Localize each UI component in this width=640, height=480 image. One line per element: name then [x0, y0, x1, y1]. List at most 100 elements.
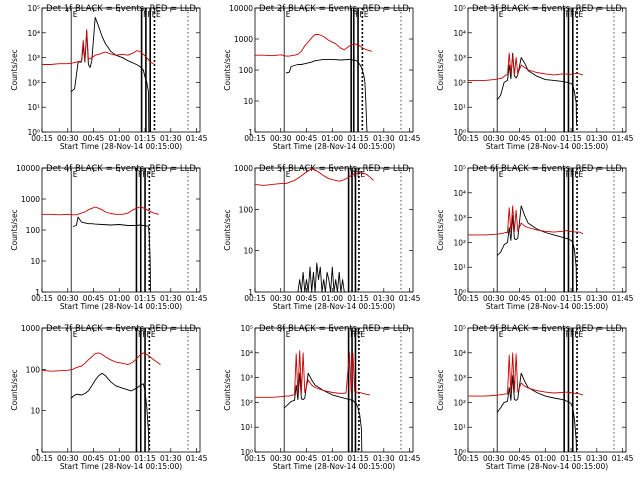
series-lld	[468, 52, 584, 81]
x-tick-label: 01:15	[347, 454, 369, 463]
x-tick-label: 00:45	[296, 294, 318, 303]
x-tick-label: 00:15	[244, 454, 266, 463]
y-tick-label: 100	[239, 205, 254, 214]
event-marker-label: F	[574, 330, 578, 339]
y-axis-label: Counts/sec	[223, 49, 232, 90]
y-tick-label: 100	[26, 365, 41, 374]
series-lld	[42, 206, 159, 216]
panel-title: Det 8f BLACK = Events, RED = LLD	[259, 324, 409, 334]
x-tick-label: 01:45	[612, 454, 634, 463]
event-marker-label: F	[357, 170, 361, 179]
event-marker-label: E	[579, 170, 584, 179]
y-tick-label: 100	[26, 226, 41, 235]
series-lld	[254, 168, 374, 186]
x-tick-label: 00:30	[270, 294, 292, 303]
series-events	[297, 262, 346, 293]
x-axis-label: Start Time (28-Nov-14 00:15:00)	[486, 142, 608, 151]
x-tick-label: 01:15	[560, 454, 582, 463]
event-marker-label: E	[151, 330, 156, 339]
panel-det-5: Det 5f BLACK = Events, RED = LLD 1 10 100 10…	[223, 164, 421, 311]
series-lld	[255, 350, 371, 398]
x-tick-label: 00:45	[83, 454, 105, 463]
y-tick-label: 10⁴	[240, 349, 253, 358]
y-tick-label: 10²	[453, 398, 466, 407]
x-axis-label: Start Time (28-Nov-14 00:15:00)	[60, 302, 182, 311]
x-tick-label: 00:30	[57, 134, 79, 143]
x-tick-label: 00:15	[457, 454, 479, 463]
x-tick-label: 00:30	[57, 454, 79, 463]
plot-frame	[254, 7, 414, 133]
x-tick-label: 01:15	[560, 134, 582, 143]
event-marker-label: E	[286, 330, 291, 339]
plot-frame	[467, 167, 627, 293]
x-tick-label: 01:30	[373, 454, 395, 463]
panel-title: Det 1f BLACK = Events, RED = LLD	[46, 4, 196, 14]
y-tick-label: 10¹	[453, 103, 466, 112]
x-tick-label: 01:00	[534, 454, 556, 463]
panel-det-1: Det 1f BLACK = Events, RED = LLD 10⁰ 10¹ 10…	[10, 4, 208, 151]
x-tick-label: 01:00	[321, 294, 343, 303]
y-tick-label: 10	[243, 97, 253, 106]
event-marker-label: E	[499, 10, 504, 19]
x-tick-label: 01:00	[321, 454, 343, 463]
event-marker-label: E	[73, 330, 78, 339]
y-tick-label: 10¹	[453, 263, 466, 272]
x-tick-label: 00:15	[244, 134, 266, 143]
y-tick-label: 1	[35, 448, 40, 457]
x-tick-label: 01:45	[399, 294, 421, 303]
x-tick-label: 00:45	[509, 454, 531, 463]
series-events	[70, 16, 150, 133]
x-tick-label: 00:45	[296, 134, 318, 143]
x-tick-label: 01:45	[612, 134, 634, 143]
x-axis-label: Start Time (28-Nov-14 00:15:00)	[60, 142, 182, 151]
event-marker-label: F	[360, 10, 364, 19]
y-tick-label: 10³	[453, 374, 466, 383]
x-tick-label: 01:30	[160, 454, 182, 463]
series-events	[70, 372, 150, 453]
x-tick-label: 01:45	[399, 134, 421, 143]
event-marker-label: E	[360, 170, 365, 179]
x-axis-label: Start Time (28-Nov-14 00:15:00)	[273, 142, 395, 151]
event-marker-label: F	[147, 330, 151, 339]
event-marker-label: F	[353, 10, 357, 19]
y-tick-label: 10	[30, 257, 40, 266]
panel-det-6: Det 6f BLACK = Events, RED = LLD 10⁰ 10¹ 10…	[436, 164, 634, 311]
x-tick-label: 01:45	[399, 454, 421, 463]
y-tick-label: 10000	[229, 4, 253, 13]
y-tick-label: 10⁵	[27, 4, 40, 13]
panel-title: Det 7f BLACK = Events, RED = LLD	[46, 324, 196, 334]
y-tick-label: 10⁴	[453, 189, 466, 198]
y-tick-label: 10⁰	[453, 288, 466, 297]
plot-frame	[41, 7, 201, 133]
y-tick-label: 1000	[21, 195, 40, 204]
y-tick-label: 10¹	[453, 423, 466, 432]
panel-det-2: Det 2f BLACK = Events, RED = LLD 1 10 100 10…	[223, 4, 421, 151]
x-tick-label: 00:15	[31, 454, 53, 463]
panel-det-8: Det 8f BLACK = Events, RED = LLD 10⁰ 10¹ 10…	[223, 324, 421, 471]
y-axis-label: Counts/sec	[10, 369, 19, 410]
x-tick-label: 01:30	[586, 134, 608, 143]
x-tick-label: 01:45	[612, 294, 634, 303]
plot-frame	[467, 7, 627, 133]
series-lld	[255, 34, 372, 57]
x-tick-label: 01:15	[134, 454, 156, 463]
series-lld	[468, 352, 584, 397]
y-tick-label: 10⁰	[27, 128, 40, 137]
x-tick-label: 01:15	[347, 294, 369, 303]
y-tick-label: 10⁵	[453, 324, 466, 333]
series-events	[496, 205, 577, 293]
y-tick-label: 10⁰	[453, 448, 466, 457]
y-tick-label: 10²	[27, 78, 40, 87]
y-axis-label: Counts/sec	[436, 49, 445, 90]
y-tick-label: 10⁰	[453, 128, 466, 137]
y-tick-label: 10⁴	[27, 29, 40, 38]
event-marker-label: E	[286, 170, 291, 179]
event-marker-label: F	[574, 10, 578, 19]
y-tick-label: 10⁵	[240, 324, 253, 333]
x-tick-label: 00:45	[83, 134, 105, 143]
panel-title: Det 6f BLACK = Events, RED = LLD	[472, 164, 622, 174]
x-tick-label: 01:30	[586, 294, 608, 303]
x-tick-label: 00:30	[483, 454, 505, 463]
x-tick-label: 01:15	[347, 134, 369, 143]
